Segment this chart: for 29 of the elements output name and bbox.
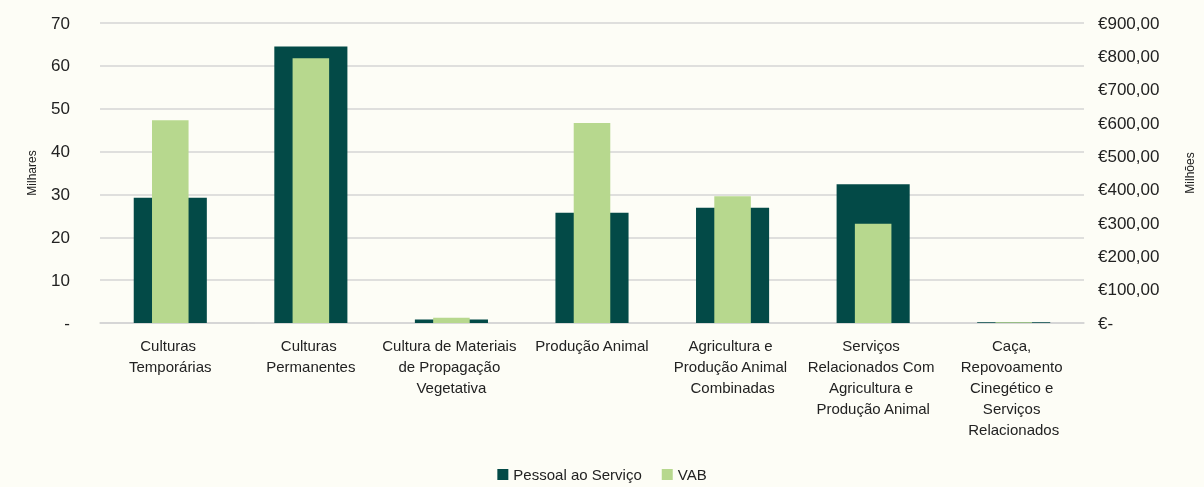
y-tick-label: 70 — [51, 13, 70, 33]
x-tick-label: Culturas Permanentes — [266, 337, 356, 375]
y2-tick-label: €- — [1098, 313, 1114, 333]
y2-tick-label: €900,00 — [1098, 13, 1160, 33]
y-tick-label: 60 — [51, 56, 70, 76]
y2-tick-label: €400,00 — [1098, 180, 1160, 200]
y-axis-title: Milhares — [25, 150, 39, 196]
y-tick-label: 10 — [51, 270, 70, 290]
y-tick-label: - — [64, 313, 70, 333]
y2-tick-label: €500,00 — [1098, 146, 1160, 166]
y2-tick-label: €700,00 — [1098, 80, 1160, 100]
y2-tick-label: €100,00 — [1098, 280, 1160, 300]
y2-tick-label: €200,00 — [1098, 246, 1160, 266]
y2-tick-label: €600,00 — [1098, 113, 1160, 133]
x-tick-label: Produção Animal — [535, 337, 649, 354]
y2-tick-label: €800,00 — [1098, 46, 1160, 66]
legend-label: VAB — [677, 466, 707, 483]
y2-tick-label: €300,00 — [1098, 213, 1160, 233]
x-tick-label: Cultura de Materiais de Propagação Vegetativa — [382, 337, 521, 396]
x-tick-label: Serviços Relacionados Com Agricultura e Produção Animal — [807, 337, 939, 417]
x-tick-label: Caça, Repovoamento Cinegético e Serviços Relacionados — [960, 337, 1067, 438]
x-tick-label: Culturas Temporárias — [129, 337, 212, 375]
y-tick-label: 40 — [51, 142, 70, 162]
y-tick-label: 30 — [51, 184, 70, 204]
y2-axis-title: Milhões — [1183, 152, 1197, 194]
x-tick-label: Agricultura e Produção Animal Combinadas — [673, 337, 792, 396]
legend-label: Pessoal ao Serviço — [513, 466, 642, 483]
y-tick-label: 50 — [51, 99, 70, 119]
y-tick-label: 20 — [51, 227, 70, 247]
